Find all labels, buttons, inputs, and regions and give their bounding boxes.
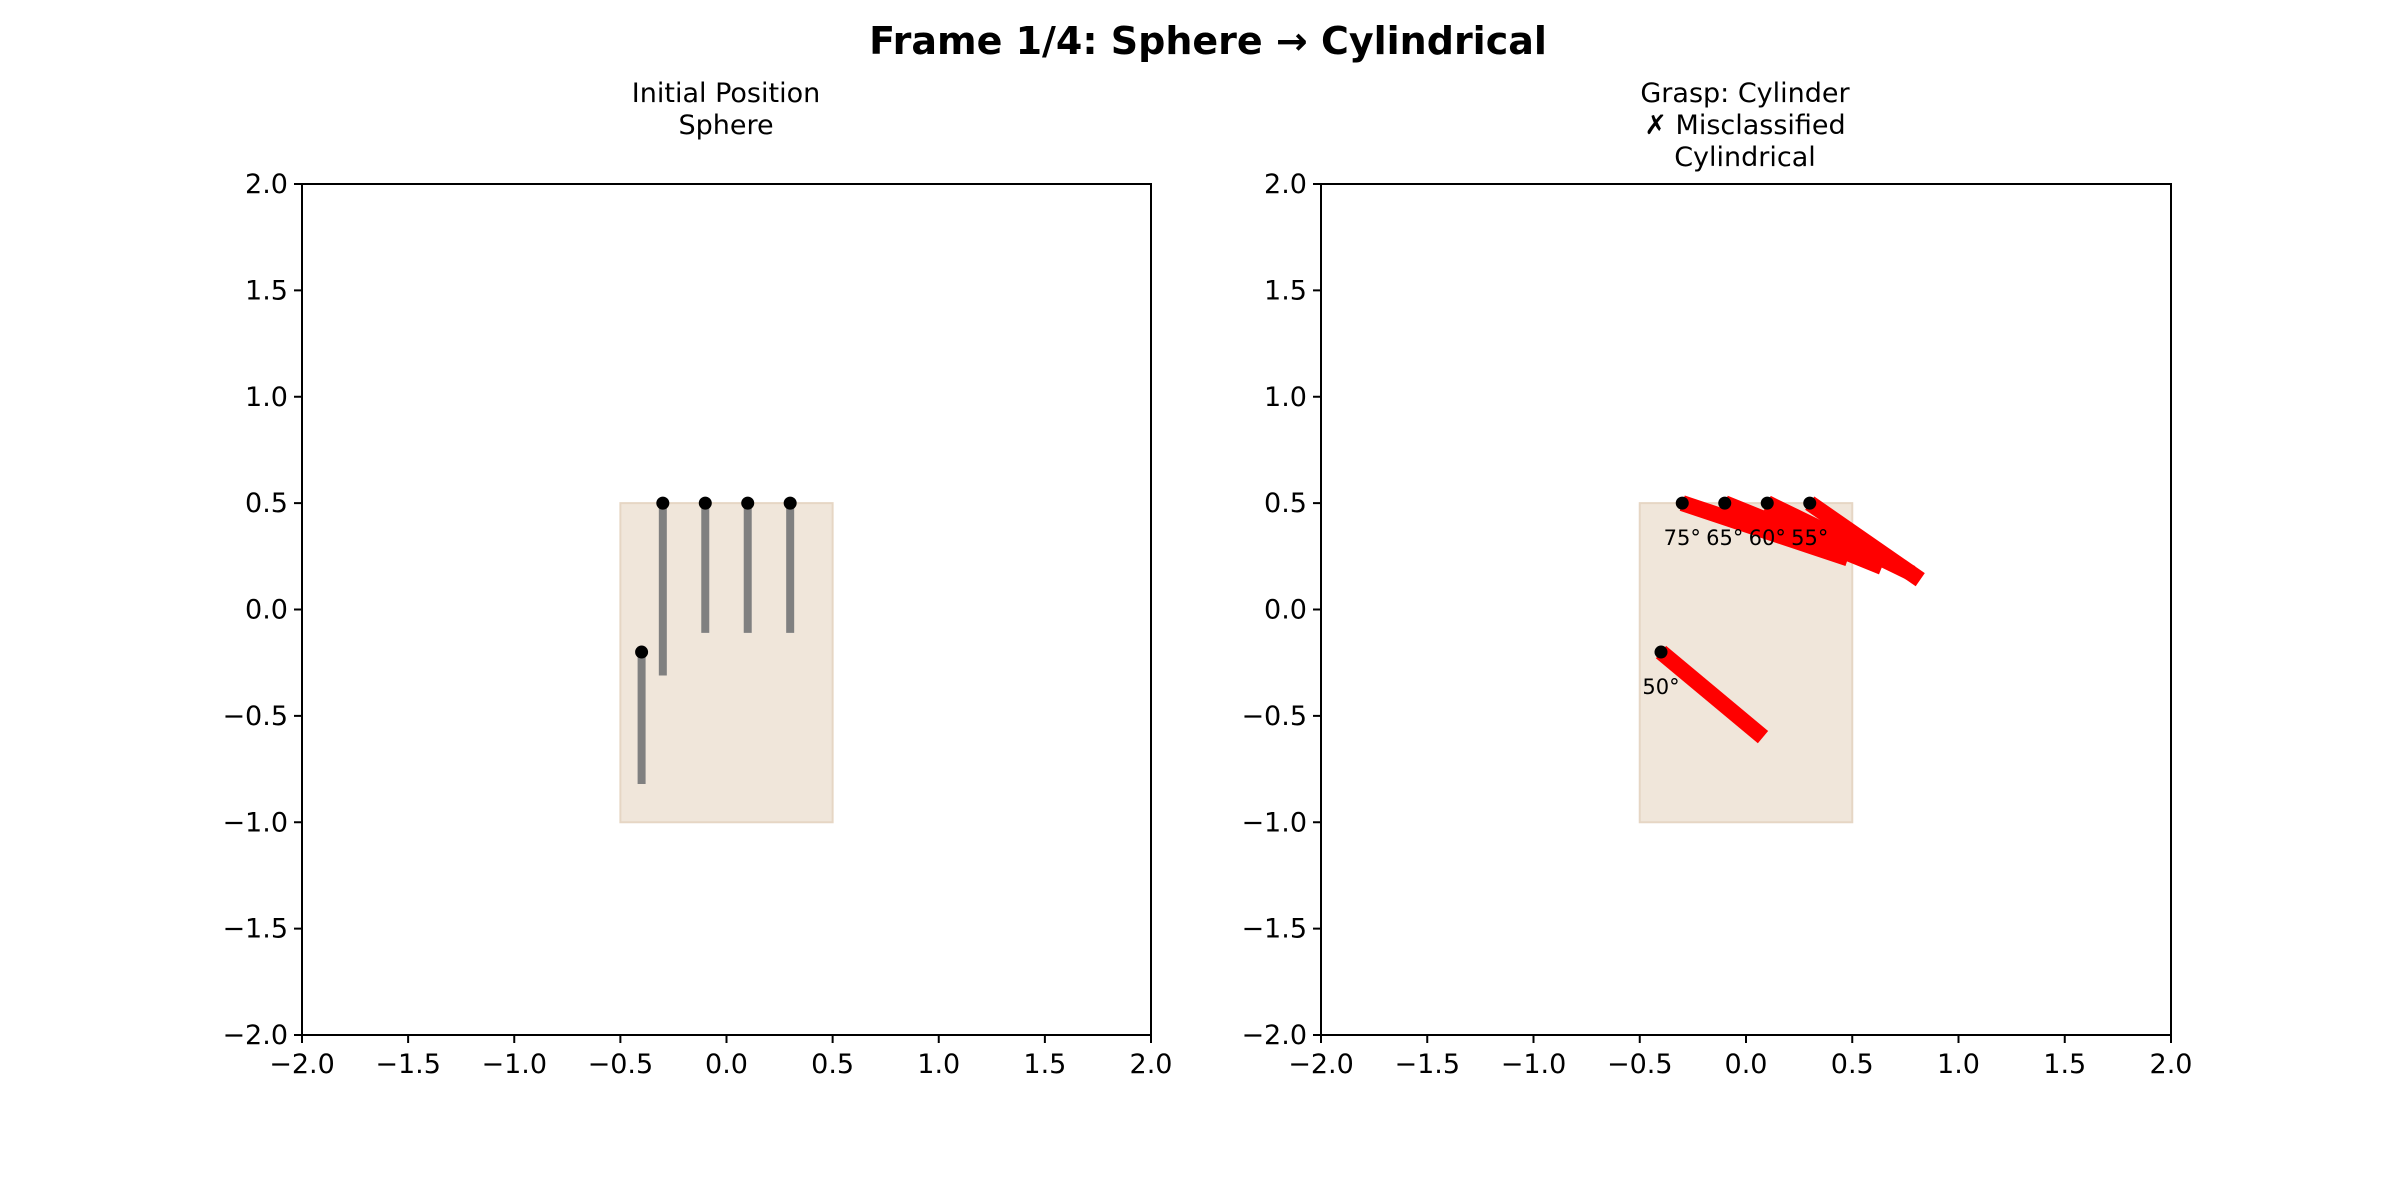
right-xtick-label: −0.5 bbox=[1607, 1049, 1673, 1080]
left-xtick-label: −2.0 bbox=[269, 1049, 335, 1080]
left-fingertip-5 bbox=[783, 496, 797, 510]
right-finger-5 bbox=[1805, 496, 1925, 587]
left-fingertip-3 bbox=[698, 496, 712, 510]
right-angle-label-5: 55° bbox=[1791, 526, 1828, 550]
right-finger-3 bbox=[1721, 495, 1886, 575]
right-panel-title-line-3: Cylindrical bbox=[1674, 142, 1816, 173]
right-panel-title-line-2: ✗ Misclassified bbox=[1644, 110, 1845, 141]
left-ytick-label: −1.5 bbox=[222, 914, 288, 945]
right-fingertip-3 bbox=[1718, 496, 1732, 510]
left-fingertip-4 bbox=[741, 496, 755, 510]
right-fingertip-2 bbox=[1675, 496, 1689, 510]
right-ytick-label: −2.0 bbox=[1241, 1020, 1307, 1051]
right-fingertip-1 bbox=[1654, 645, 1668, 659]
right-panel: Grasp: Cylinder ✗ Misclassified Cylindri… bbox=[1241, 78, 2192, 1080]
left-ytick-label: 1.5 bbox=[245, 275, 288, 306]
left-fingertip-2 bbox=[656, 496, 670, 510]
left-xtick-label: 0.0 bbox=[705, 1049, 748, 1080]
right-finger-1 bbox=[1655, 645, 1769, 744]
right-ytick-label: 0.0 bbox=[1264, 595, 1307, 626]
right-xtick-label: −1.0 bbox=[1501, 1049, 1567, 1080]
right-angle-label-1: 50° bbox=[1642, 675, 1679, 699]
right-ytick-label: 2.0 bbox=[1264, 169, 1307, 200]
left-xtick-label: 1.5 bbox=[1023, 1049, 1066, 1080]
left-ytick-label: 2.0 bbox=[245, 169, 288, 200]
right-ytick-label: −0.5 bbox=[1241, 701, 1307, 732]
figure-title: Frame 1/4: Sphere → Cylindrical bbox=[869, 19, 1547, 63]
right-plot-area: 50° 75° 65° 60° 55° −2.0 −1.5 −1.0 −0.5 0.0 0.5 1.0… bbox=[1241, 169, 2192, 1080]
right-angle-label-2: 75° bbox=[1664, 526, 1701, 550]
left-panel-title-line-2: Sphere bbox=[678, 110, 773, 141]
left-xtick-label: 1.0 bbox=[917, 1049, 960, 1080]
left-panel-title-line-1: Initial Position bbox=[632, 78, 820, 109]
left-fingertip-1 bbox=[635, 645, 649, 659]
right-ytick-label: 1.0 bbox=[1264, 382, 1307, 413]
left-ytick-label: −0.5 bbox=[222, 701, 288, 732]
left-xtick-label: 0.5 bbox=[811, 1049, 854, 1080]
right-fingertip-5 bbox=[1803, 496, 1817, 510]
right-xtick-label: 1.0 bbox=[1937, 1049, 1980, 1080]
left-plot-area: −2.0 −1.5 −1.0 −0.5 0.0 0.5 1.0 1.5 2.0 2.0 1.5 1.0… bbox=[222, 169, 1172, 1080]
right-panel-title-line-1: Grasp: Cylinder bbox=[1640, 78, 1850, 109]
left-xtick-label: 2.0 bbox=[1130, 1049, 1173, 1080]
right-xtick-label: −2.0 bbox=[1288, 1049, 1354, 1080]
right-ytick-label: −1.0 bbox=[1241, 807, 1307, 838]
left-xtick-label: −1.0 bbox=[481, 1049, 547, 1080]
right-xtick-label: 2.0 bbox=[2150, 1049, 2193, 1080]
left-panel: Initial Position Sphere −2.0 −1.5 −1.0 −0.5… bbox=[222, 78, 1172, 1080]
right-ytick-label: 0.5 bbox=[1264, 488, 1307, 519]
left-ytick-label: 1.0 bbox=[245, 382, 288, 413]
left-palm bbox=[619, 502, 834, 824]
right-angle-label-4: 60° bbox=[1749, 526, 1786, 550]
right-ytick-label: 1.5 bbox=[1264, 275, 1307, 306]
right-xtick-label: 1.5 bbox=[2043, 1049, 2086, 1080]
right-xtick-label: 0.5 bbox=[1831, 1049, 1874, 1080]
left-ytick-label: 0.0 bbox=[245, 595, 288, 626]
right-fingertip-4 bbox=[1760, 496, 1774, 510]
right-xtick-label: −1.5 bbox=[1394, 1049, 1460, 1080]
right-ytick-label: −1.5 bbox=[1241, 914, 1307, 945]
left-ytick-label: 0.5 bbox=[245, 488, 288, 519]
left-ytick-label: −1.0 bbox=[222, 807, 288, 838]
left-xtick-label: −0.5 bbox=[588, 1049, 654, 1080]
left-xtick-label: −1.5 bbox=[375, 1049, 441, 1080]
left-ytick-label: −2.0 bbox=[222, 1020, 288, 1051]
right-angle-label-3: 65° bbox=[1706, 526, 1743, 550]
right-xtick-label: 0.0 bbox=[1725, 1049, 1768, 1080]
